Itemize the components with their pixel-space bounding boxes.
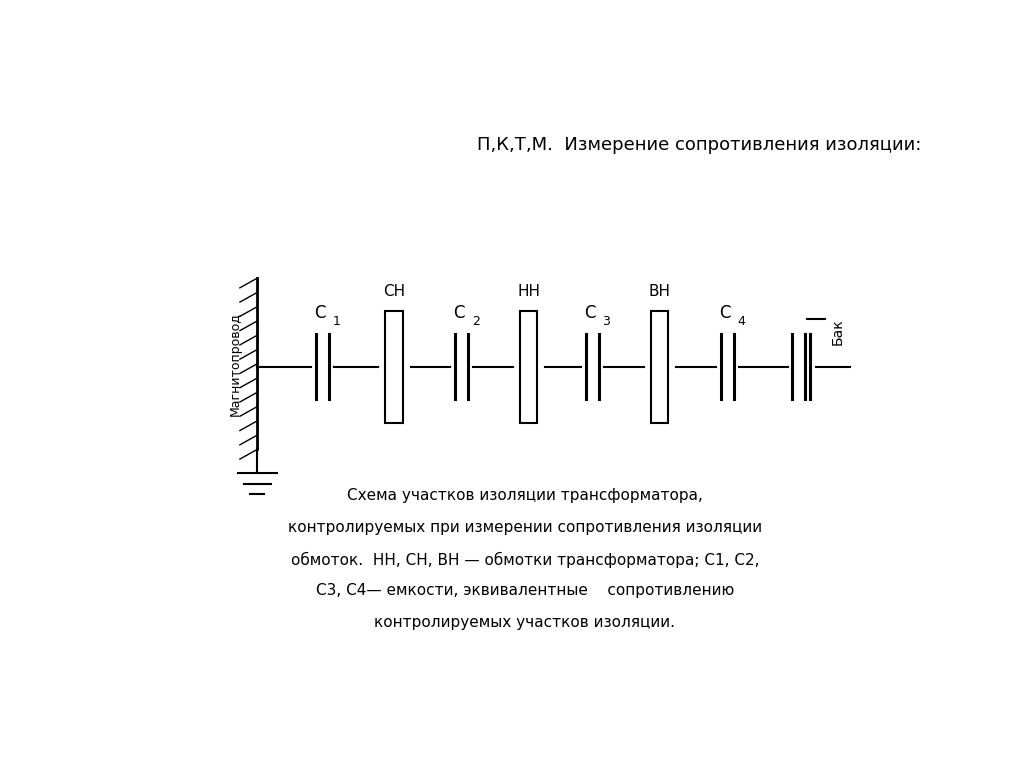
Bar — [385, 311, 402, 423]
Text: Магнитопровод: Магнитопровод — [228, 311, 242, 416]
Text: ВН: ВН — [649, 284, 671, 298]
Text: Бак: Бак — [830, 318, 845, 344]
Text: С3, С4— емкости, эквивалентные    сопротивлению: С3, С4— емкости, эквивалентные сопротивл… — [315, 584, 734, 598]
Text: 1: 1 — [333, 315, 341, 328]
Text: П,К,Т,М.  Измерение сопротивления изоляции:: П,К,Т,М. Измерение сопротивления изоляци… — [477, 137, 922, 154]
Text: С: С — [454, 304, 465, 322]
Text: 4: 4 — [737, 315, 745, 328]
Text: 3: 3 — [602, 315, 610, 328]
Text: СН: СН — [383, 284, 404, 298]
Text: С: С — [314, 304, 326, 322]
Bar — [651, 311, 669, 423]
Text: обмоток.  НН, СН, ВН — обмотки трансформатора; С1, С2,: обмоток. НН, СН, ВН — обмотки трансформа… — [291, 551, 759, 568]
Text: Схема участков изоляции трансформатора,: Схема участков изоляции трансформатора, — [347, 488, 702, 502]
Bar — [520, 311, 538, 423]
Text: 2: 2 — [472, 315, 479, 328]
Text: С: С — [719, 304, 730, 322]
Text: С: С — [584, 304, 596, 322]
Text: контролируемых при измерении сопротивления изоляции: контролируемых при измерении сопротивлен… — [288, 519, 762, 535]
Text: НН: НН — [517, 284, 541, 298]
Text: контролируемых участков изоляции.: контролируемых участков изоляции. — [375, 615, 675, 630]
